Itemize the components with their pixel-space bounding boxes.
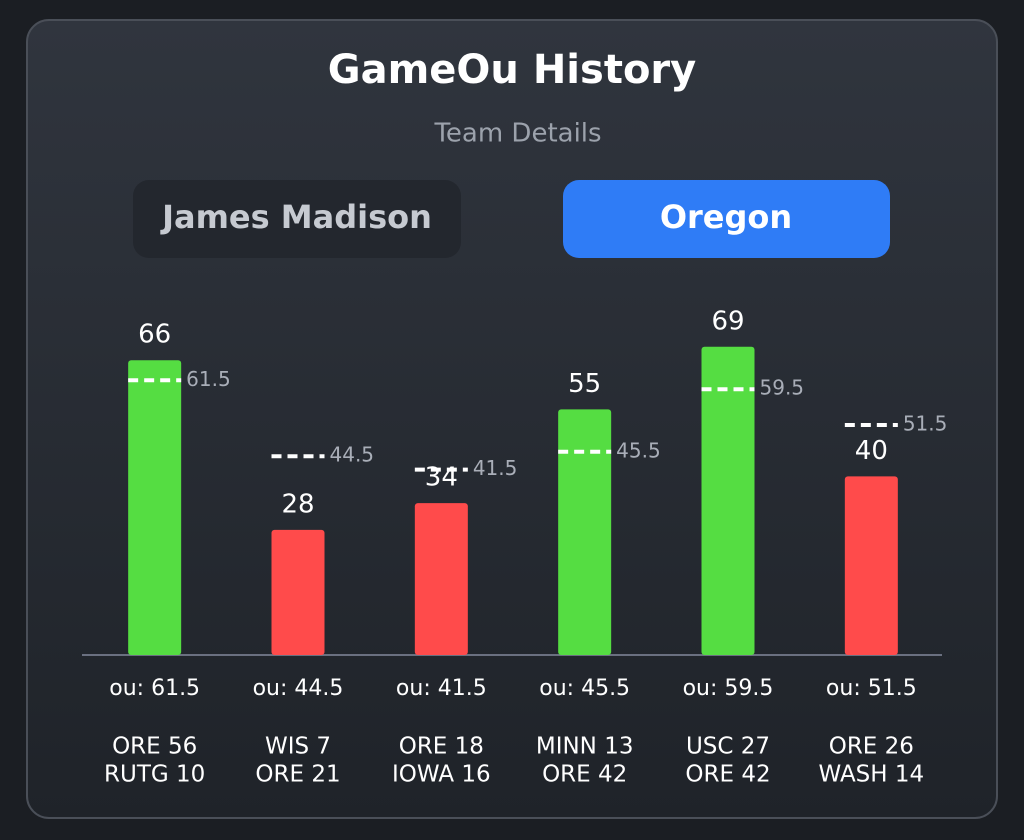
ou-value: 44.5 [330, 443, 375, 467]
tab[interactable]: James Madison [133, 180, 461, 258]
bar [414, 503, 468, 655]
score-line: ORE 56 [112, 734, 197, 760]
value-label: 28 [281, 489, 314, 519]
title: GameOu History [328, 47, 696, 93]
score-line: WASH 14 [818, 762, 924, 788]
ou-value: 41.5 [473, 456, 518, 480]
value-label: 40 [855, 436, 888, 466]
bar [271, 529, 325, 655]
ou-value: 59.5 [760, 376, 805, 400]
tab-active[interactable]: Oregon [563, 180, 890, 258]
score-line: ORE 18 [399, 734, 484, 760]
ou-label: ou: 59.5 [683, 676, 774, 701]
score-line: WIS 7 [265, 734, 331, 760]
score-line: ORE 26 [829, 734, 914, 760]
tab-label[interactable]: Oregon [660, 198, 792, 236]
bar [558, 409, 612, 655]
score-line: MINN 13 [536, 734, 634, 760]
ou-label: ou: 41.5 [396, 676, 487, 701]
tab-label[interactable]: James Madison [160, 198, 432, 236]
score-line: ORE 42 [685, 762, 770, 788]
value-label: 69 [711, 306, 744, 336]
ou-value: 45.5 [616, 438, 661, 462]
ou-value: 51.5 [903, 411, 948, 435]
bar [128, 360, 182, 655]
score-line: USC 27 [686, 734, 770, 760]
score-line: IOWA 16 [392, 762, 491, 788]
ou-label: ou: 61.5 [109, 676, 200, 701]
tab-button[interactable] [133, 180, 461, 258]
score-line: ORE 21 [255, 762, 340, 788]
ou-label: ou: 51.5 [826, 676, 917, 701]
ou-value: 61.5 [186, 367, 231, 391]
bar [701, 346, 755, 655]
value-label: 55 [568, 369, 601, 399]
ou-label: ou: 45.5 [539, 676, 630, 701]
value-label: 66 [138, 320, 171, 350]
bar [844, 476, 898, 655]
score-line: ORE 42 [542, 762, 627, 788]
ou-label: ou: 44.5 [253, 676, 344, 701]
subtitle: Team Details [433, 119, 601, 149]
value-label: 34 [425, 463, 458, 493]
score-line: RUTG 10 [104, 762, 205, 788]
tab-button[interactable] [563, 180, 890, 258]
